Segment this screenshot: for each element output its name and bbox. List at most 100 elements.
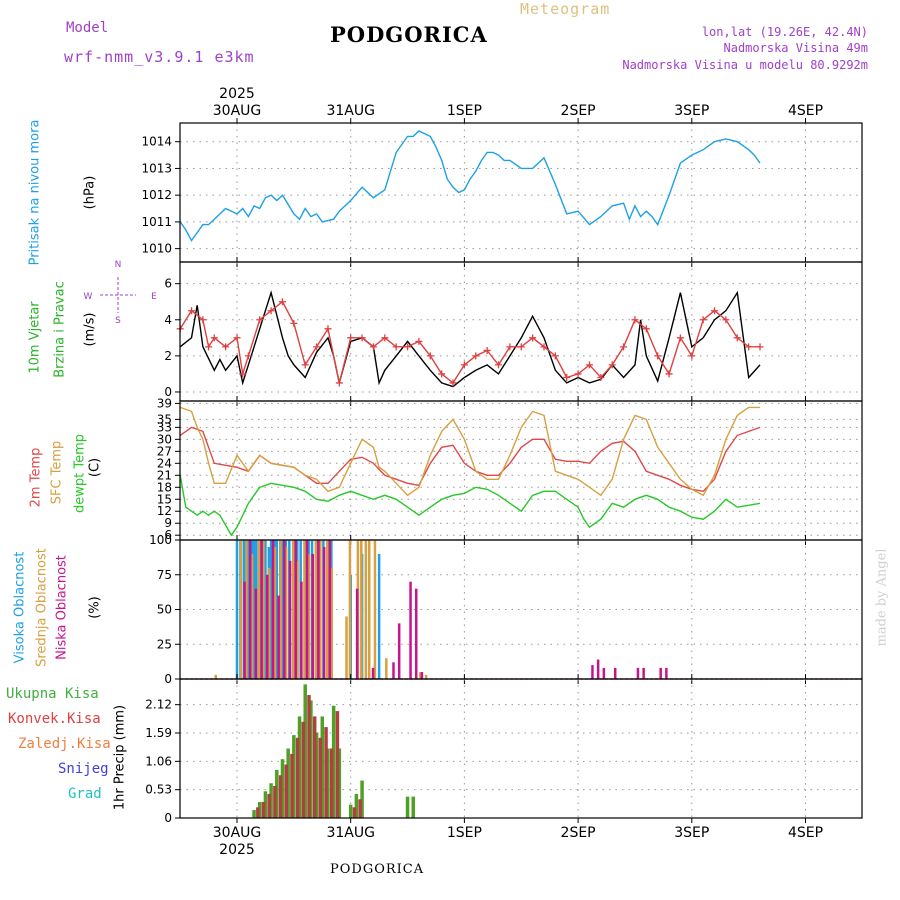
x-day-label-bottom: 1SEP bbox=[447, 825, 482, 841]
bar-visoka-oblacnost bbox=[281, 540, 284, 679]
gust-marker bbox=[620, 343, 628, 351]
x-day-label-bottom: 2SEP bbox=[561, 825, 596, 841]
series-line-udari bbox=[179, 300, 760, 384]
panel-frame bbox=[179, 261, 863, 402]
gust-marker bbox=[472, 352, 480, 360]
y-tick-label: 50 bbox=[157, 603, 172, 617]
bar-niska-oblacnost bbox=[322, 546, 326, 679]
bar-srednja-oblacnost bbox=[239, 540, 243, 679]
gust-marker bbox=[267, 307, 275, 315]
gust-marker bbox=[722, 316, 730, 324]
gust-marker bbox=[278, 298, 286, 306]
x-day-label-top: 1SEP bbox=[447, 103, 482, 119]
x-day-label-bottom: 4SEP bbox=[788, 825, 823, 841]
year-label-bottom: 2025 bbox=[219, 842, 255, 858]
bar-ukupna-kisa bbox=[326, 748, 330, 818]
gust-marker bbox=[495, 361, 503, 369]
y-tick-label: 1014 bbox=[141, 135, 172, 149]
compass-letter: S bbox=[115, 316, 121, 326]
bar-srednja-oblacnost bbox=[267, 567, 271, 679]
y-tick-label: 1012 bbox=[141, 188, 172, 202]
bar-ukupna-kisa bbox=[405, 796, 410, 818]
bar-srednja-oblacnost bbox=[291, 540, 295, 679]
bar-ukupna-kisa bbox=[337, 748, 342, 818]
bar-konvek-kisa bbox=[295, 737, 300, 818]
gust-marker bbox=[199, 316, 207, 324]
bar-visoka-oblacnost bbox=[275, 540, 279, 679]
gust-marker bbox=[745, 343, 753, 351]
series-line-brzina bbox=[179, 290, 761, 388]
y-tick-label: 39 bbox=[157, 396, 172, 410]
y-tick-label: 6 bbox=[164, 528, 172, 542]
gust-marker bbox=[358, 334, 366, 342]
y-tick-label: 100 bbox=[149, 533, 172, 547]
gust-marker bbox=[688, 352, 696, 360]
bar-niska-oblacnost bbox=[311, 553, 315, 679]
gust-marker bbox=[654, 352, 662, 360]
bar-niska-oblacnost bbox=[266, 574, 269, 679]
bar-ukupna-kisa bbox=[269, 783, 273, 818]
bar-niska-oblacnost bbox=[355, 588, 359, 679]
bar-ukupna-kisa bbox=[280, 759, 285, 818]
gust-marker bbox=[529, 334, 537, 342]
y-tick-label: 0 bbox=[164, 385, 172, 399]
compass-letter: E bbox=[151, 292, 157, 302]
y-tick-label: 0 bbox=[164, 811, 172, 825]
compass-letter: W bbox=[84, 292, 93, 302]
y-tick-label: 15 bbox=[157, 492, 172, 506]
bar-ukupna-kisa bbox=[286, 748, 290, 818]
compass-rose bbox=[100, 277, 136, 313]
gust-marker bbox=[676, 334, 684, 342]
y-tick-label: 35 bbox=[157, 412, 172, 426]
gust-marker bbox=[222, 343, 230, 351]
bar-niska-oblacnost bbox=[283, 540, 286, 679]
y-tick-label: 12 bbox=[157, 504, 172, 518]
model-label: Model bbox=[66, 20, 109, 36]
bar-niska-oblacnost bbox=[305, 540, 309, 679]
bar-niska-oblacnost bbox=[243, 581, 246, 679]
bar-srednja-oblacnost bbox=[307, 553, 311, 679]
page-title: PODGORICA bbox=[330, 22, 488, 47]
y-tick-label: 1.59 bbox=[145, 726, 172, 740]
bar-niska-oblacnost bbox=[414, 588, 418, 679]
bar-konvek-kisa bbox=[267, 793, 271, 818]
gust-marker bbox=[415, 337, 423, 345]
gust-marker bbox=[517, 343, 525, 351]
year-label-top: 2025 bbox=[219, 86, 255, 102]
bar-srednja-oblacnost bbox=[360, 540, 363, 679]
bar-konvek-kisa bbox=[273, 785, 277, 818]
bar-visoka-oblacnost bbox=[269, 540, 273, 679]
gust-marker bbox=[483, 346, 491, 354]
bar-ukupna-kisa bbox=[348, 804, 353, 818]
bar-konvek-kisa bbox=[358, 799, 362, 818]
y-tick-label: 27 bbox=[157, 444, 172, 458]
bar-ukupna-kisa bbox=[314, 732, 319, 818]
gust-marker bbox=[608, 361, 616, 369]
y-tick-label: 30 bbox=[157, 432, 172, 446]
y-tick-label: 1013 bbox=[141, 161, 172, 175]
lonlat-label: lon,lat (19.26E, 42.4N) bbox=[701, 25, 868, 39]
x-day-label-top: 2SEP bbox=[561, 103, 596, 119]
elevation-label: Nadmorska Visina 49m bbox=[723, 41, 869, 55]
bar-srednja-oblacnost bbox=[368, 540, 371, 679]
y-tick-label: 1.06 bbox=[145, 754, 172, 768]
bar-srednja-oblacnost bbox=[345, 616, 348, 679]
bar-srednja-oblacnost bbox=[325, 540, 329, 679]
bar-ukupna-kisa bbox=[309, 700, 313, 818]
bar-visoka-oblacnost bbox=[247, 540, 250, 679]
gust-marker bbox=[699, 316, 707, 324]
y-tick-label: 0 bbox=[164, 672, 172, 686]
y-tick-label: 2.12 bbox=[145, 698, 172, 712]
x-day-label-top: 3SEP bbox=[674, 103, 709, 119]
bar-niska-oblacnost bbox=[642, 667, 645, 679]
legend-ukupna: Ukupna Kisa bbox=[6, 686, 99, 702]
gust-marker bbox=[244, 352, 252, 360]
series-line-2m-temp bbox=[179, 426, 761, 493]
gust-marker bbox=[756, 343, 764, 351]
bar-niska-oblacnost bbox=[665, 667, 668, 679]
bar-srednja-oblacnost bbox=[273, 546, 277, 679]
bar-srednja-oblacnost bbox=[314, 540, 318, 679]
bar-visoka-oblacnost bbox=[377, 553, 381, 679]
gust-marker bbox=[335, 379, 343, 387]
